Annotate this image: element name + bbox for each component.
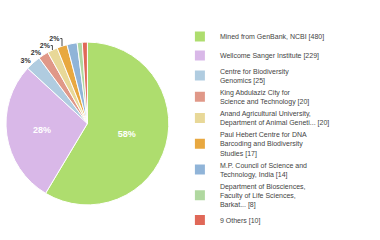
svg-text:Anand Agricultural University,: Anand Agricultural University,Department… [220,110,329,127]
svg-text:Centre for BiodiversityGenomic: Centre for BiodiversityGenomics [25] [220,68,289,85]
svg-text:Mined from GenBank, NCBI [480]: Mined from GenBank, NCBI [480] [220,33,324,41]
svg-text:Wellcome Sanger Institute [229: Wellcome Sanger Institute [229] [220,52,319,60]
svg-text:Department of Biosciences,Facu: Department of Biosciences,Faculty of Lif… [220,183,306,209]
svg-text:58%: 58% [118,129,136,139]
svg-text:2%: 2% [40,42,51,49]
svg-text:Paul Hebert Centre for DNABarc: Paul Hebert Centre for DNABarcoding and … [220,131,307,157]
svg-text:2%: 2% [31,49,42,56]
svg-text:M.P. Council of Science andTec: M.P. Council of Science andTechnology, I… [220,162,307,179]
svg-text:9 Others [10]: 9 Others [10] [220,217,261,225]
svg-text:28%: 28% [33,125,51,135]
svg-text:King Abdulaziz City forScience: King Abdulaziz City forScience and Techn… [220,89,309,106]
svg-text:2%: 2% [49,35,60,42]
svg-text:3%: 3% [20,57,31,64]
